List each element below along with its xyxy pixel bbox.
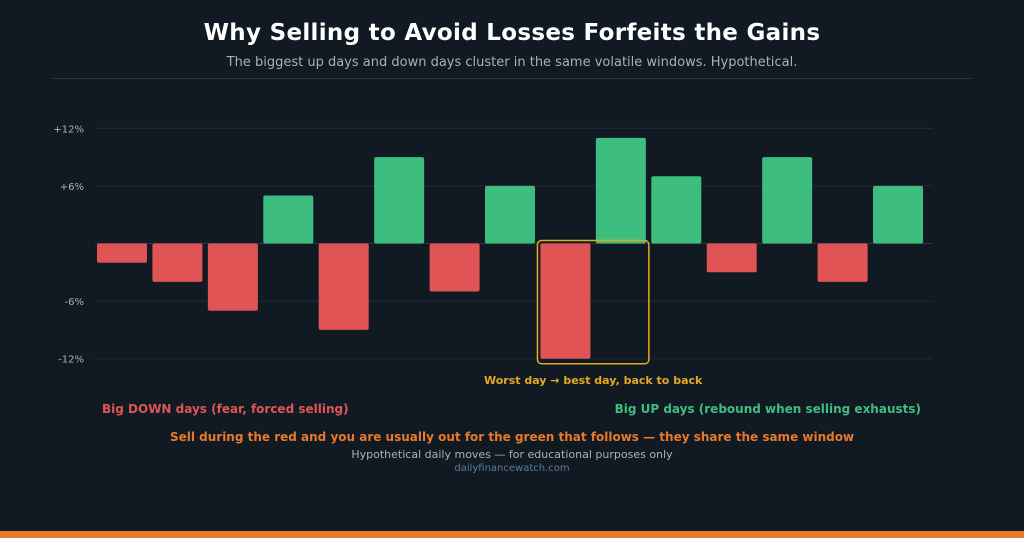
bar-down xyxy=(429,243,480,292)
bar-up xyxy=(595,137,646,244)
bar-down xyxy=(207,243,258,311)
bar-up xyxy=(263,195,314,244)
takeaway-text: Sell during the red and you are usually … xyxy=(169,430,855,444)
highlight-box xyxy=(536,239,650,365)
y-tick-label: +6% xyxy=(60,182,84,193)
bar-up xyxy=(374,157,425,244)
y-tick-label: -6% xyxy=(65,297,84,308)
bar-down xyxy=(706,243,757,273)
bar-down xyxy=(540,243,591,359)
bar-up xyxy=(873,185,924,244)
y-tick-label: -12% xyxy=(58,355,84,366)
annotation-label: Worst day → best day, back to back xyxy=(484,374,703,387)
bar-up xyxy=(651,176,702,244)
annotation: Worst day → best day, back to back xyxy=(484,239,703,387)
disclaimer-text: Hypothetical daily moves — for education… xyxy=(351,448,673,461)
bars xyxy=(97,137,924,359)
bar-down xyxy=(97,243,147,263)
bar-down xyxy=(817,243,868,282)
bar-chart: +12% +6% -6% -12% Worst day → best day, bac… xyxy=(53,124,932,387)
chart-title: Why Selling to Avoid Losses Forfeits the… xyxy=(203,20,821,46)
bar-up xyxy=(762,157,813,244)
legend-up-label: Big UP days (rebound when selling exhaus… xyxy=(614,402,921,416)
y-axis-ticks: +12% +6% -6% -12% xyxy=(53,124,84,365)
bottom-accent-bar xyxy=(0,531,1024,538)
chart-subtitle: The biggest up days and down days cluste… xyxy=(226,55,798,70)
bar-down xyxy=(152,243,203,282)
bar-up xyxy=(485,185,536,244)
y-tick-label: +12% xyxy=(53,124,84,135)
source-link[interactable]: dailyfinancewatch.com xyxy=(454,463,570,474)
bar-down xyxy=(318,243,369,330)
header-divider xyxy=(52,78,972,79)
legend-down-label: Big DOWN days (fear, forced selling) xyxy=(102,402,349,416)
